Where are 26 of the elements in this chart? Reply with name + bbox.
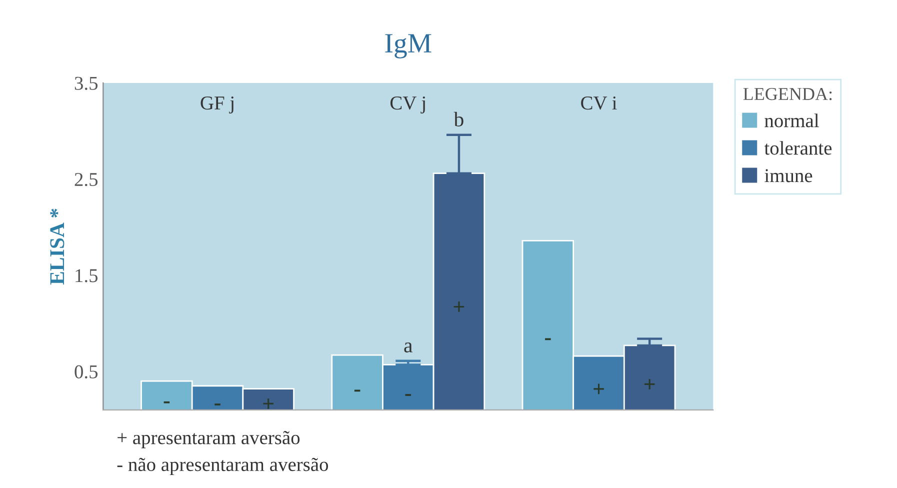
text: + apresentaram aversão — [118, 430, 300, 448]
data-label: - — [405, 394, 412, 396]
data-label: + — [594, 384, 604, 394]
annotation: b — [454, 112, 464, 126]
legend-label: imune — [764, 169, 812, 182]
y-tick-label: 3.5 — [74, 76, 98, 90]
data-label: - — [214, 404, 220, 406]
data-label: - — [164, 401, 170, 404]
y-tick-label: 0.5 — [74, 365, 98, 378]
legend-label: normal — [764, 114, 819, 128]
text: - não apresentaram aversão — [117, 458, 328, 476]
data-label: + — [454, 302, 464, 312]
data-label: - — [545, 338, 551, 340]
legend-title: LEGENDA: — [743, 88, 832, 100]
y-tick-label: 1.5 — [76, 269, 98, 282]
x-tick-label: CV j — [390, 96, 425, 114]
legend-label: tolerante — [764, 141, 832, 155]
y-tick-label: 2.5 — [74, 172, 98, 186]
x-tick-label: GF j — [200, 96, 234, 114]
y-axis-title: ELISA * — [50, 208, 64, 285]
data-label: - — [354, 390, 360, 392]
data-label: + — [644, 379, 655, 390]
annotation: a — [404, 342, 412, 352]
x-tick-label: CV i — [581, 96, 617, 110]
chart-title: IgM — [385, 34, 432, 58]
data-label: + — [263, 398, 274, 409]
